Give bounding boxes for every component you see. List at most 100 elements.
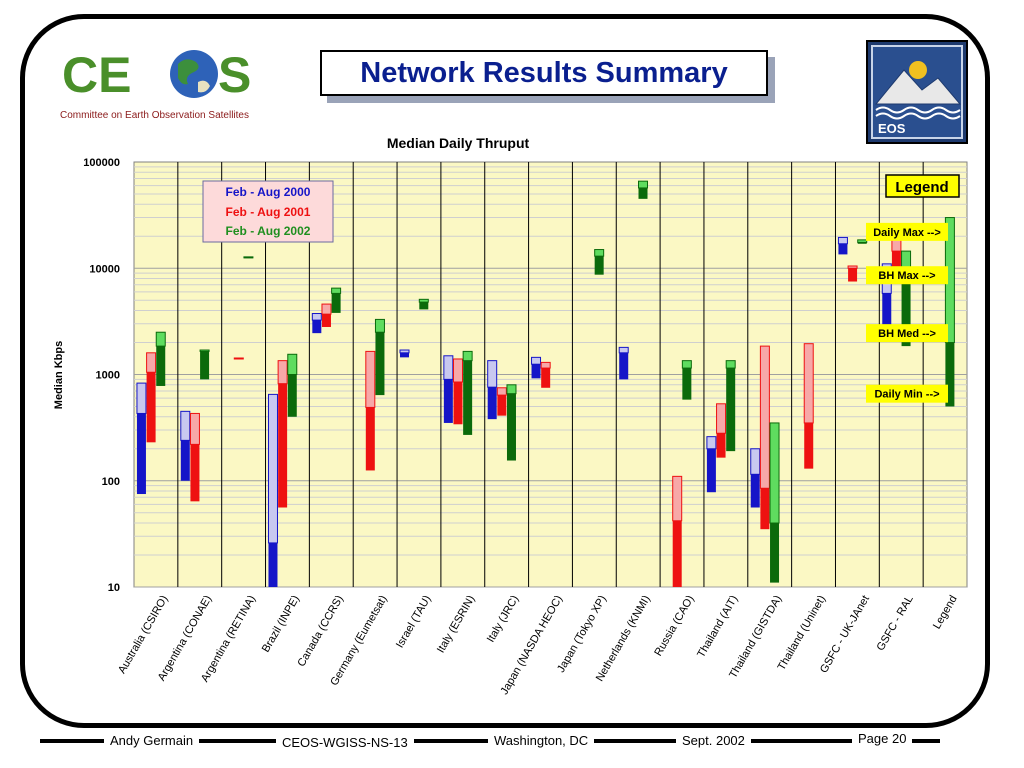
y-tick-label: 10: [108, 582, 120, 594]
bar-lower: [726, 368, 736, 452]
x-tick-label: Brazil (INPE): [260, 594, 302, 655]
x-tick-label: Italy (JRC): [485, 594, 521, 645]
bar-lower: [487, 387, 497, 420]
bar-upper: [487, 360, 498, 388]
x-tick-label: Italy (ESRIN): [435, 594, 477, 656]
annotation-label: Daily Max -->: [873, 227, 941, 239]
x-tick-label: Thailand (Uninet): [776, 594, 829, 673]
bar-upper: [803, 343, 814, 424]
bar-upper: [443, 355, 454, 380]
bar-lower: [287, 374, 297, 417]
title-box: Network Results Summary: [320, 50, 768, 96]
bar-upper: [496, 387, 507, 396]
bar-upper: [750, 448, 761, 475]
bar-lower: [312, 320, 322, 334]
x-tick-label: Thailand (AIT): [695, 594, 740, 660]
bar-lower: [234, 358, 244, 360]
footer-date: Sept. 2002: [676, 733, 751, 748]
bar-lower: [268, 542, 278, 587]
bar-lower: [453, 381, 463, 425]
bar-upper: [321, 303, 332, 315]
bars: [136, 180, 955, 587]
bar-lower: [619, 352, 629, 380]
bar-upper: [155, 331, 166, 347]
bar-upper: [136, 382, 147, 414]
bar-lower: [945, 342, 955, 407]
bar-upper: [618, 346, 629, 354]
bar-upper: [672, 475, 683, 522]
footer-page: Page 20: [852, 731, 913, 746]
bar-lower: [497, 395, 507, 416]
bar-lower: [594, 256, 604, 275]
annotation-box: [866, 266, 948, 285]
bar-lower: [838, 243, 848, 255]
bar-upper: [857, 239, 868, 243]
series-legend: Feb - Aug 2000 Feb - Aug 2001 Feb - Aug …: [202, 180, 334, 243]
eos-logo-text: EOS: [878, 121, 906, 136]
bar-lower: [463, 360, 473, 435]
y-tick-label: 100000: [83, 157, 120, 169]
bar-upper: [531, 356, 542, 365]
bar-lower: [321, 314, 331, 327]
legend-entry-2002: Feb - Aug 2002: [226, 224, 311, 238]
bar-upper: [146, 352, 157, 373]
bar-lower: [857, 242, 867, 244]
ceos-logo-text-left: CE: [62, 47, 131, 103]
bar-lower: [682, 368, 692, 400]
legend-key-title: Legend: [895, 179, 948, 196]
annotation-label: Daily Min -->: [874, 389, 939, 401]
ceos-tagline: Committee on Earth Observation Satellite…: [60, 110, 249, 121]
footer-doc-id: CEOS-WGISS-NS-13: [276, 735, 414, 750]
bar-lower: [243, 257, 253, 259]
annotation-box: [866, 324, 948, 343]
x-tick-label: Canada (CCRS): [295, 594, 345, 669]
bar-lower: [443, 379, 453, 423]
bar-upper: [452, 358, 463, 383]
x-tick-label: Legend: [931, 594, 960, 632]
x-tick-label: Russia (CAO): [652, 594, 696, 659]
bar-upper: [759, 345, 770, 489]
bar-lower: [706, 448, 716, 493]
bar-upper: [725, 360, 736, 369]
bar-lower: [848, 268, 858, 282]
bar-upper: [837, 236, 848, 245]
x-tick-label: Israel (TAU): [394, 594, 434, 651]
bar-lower: [882, 293, 892, 335]
chart-title: Median Daily Thruput: [387, 135, 530, 151]
bar-upper: [769, 422, 780, 524]
y-axis: 10 100 1000 10000 100000: [83, 157, 120, 594]
x-tick-label: Japan (Tokyo XP): [555, 594, 609, 675]
bar-lower: [156, 346, 166, 386]
bar-upper: [267, 393, 278, 544]
x-axis: Australia (CSIRO)Argentina (CONAE)Argent…: [116, 594, 960, 697]
bar-lower: [716, 433, 726, 458]
y-tick-label: 100: [102, 476, 120, 488]
bar-upper: [716, 403, 727, 434]
bar-lower: [541, 368, 551, 388]
bar-lower: [365, 407, 375, 471]
annotation-label: BH Max -->: [878, 270, 935, 282]
footer-author: Andy Germain: [104, 733, 200, 748]
bar-upper: [594, 249, 605, 257]
bar-lower: [750, 474, 760, 508]
bar-lower: [672, 520, 682, 587]
bar-lower: [278, 383, 288, 508]
bar-lower: [375, 332, 385, 396]
bar-lower: [506, 393, 516, 461]
bar-lower: [891, 251, 901, 274]
bar-upper: [891, 239, 902, 252]
bar-lower: [638, 187, 648, 199]
bar-lower: [760, 488, 770, 530]
bar-lower: [901, 278, 911, 347]
bar-lower: [146, 372, 156, 443]
bar-upper: [287, 353, 298, 375]
bar-upper: [189, 412, 200, 445]
bar-upper: [399, 349, 410, 354]
bar-upper: [311, 313, 322, 321]
bar-upper: [506, 384, 517, 395]
eos-logo: EOS: [866, 40, 968, 144]
bar-upper: [847, 265, 858, 269]
bar-upper: [277, 360, 288, 385]
bar-lower: [180, 440, 190, 481]
